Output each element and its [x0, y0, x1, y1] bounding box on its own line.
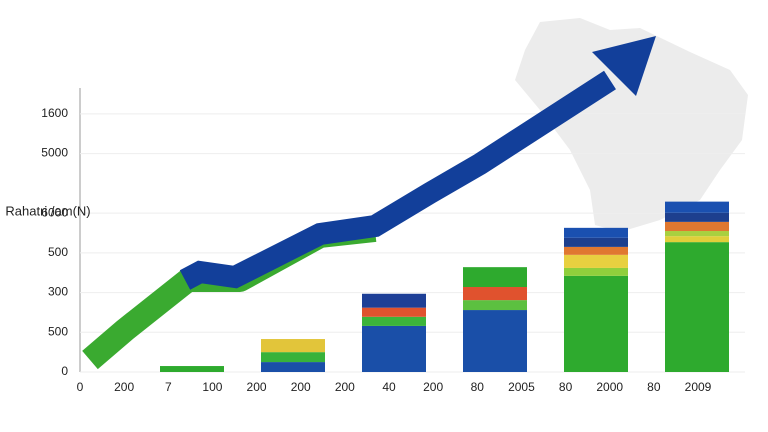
x-tick-label: 2005 — [508, 380, 535, 394]
bar-segment — [665, 221, 729, 232]
bar-segment — [463, 287, 527, 301]
trend-arrow-green — [82, 218, 377, 370]
y-tick-label: 0 — [61, 364, 68, 378]
bar-segment — [564, 237, 628, 247]
bar-segment — [362, 307, 426, 317]
bar-segment — [362, 316, 426, 326]
y-tick-label: 1600 — [41, 106, 68, 120]
bar-segment — [362, 325, 426, 372]
bar-segment — [665, 201, 729, 213]
bar-segment — [463, 267, 527, 288]
bar-segment — [665, 242, 729, 372]
y-tick-label: 5000 — [41, 146, 68, 160]
x-tick-label: 200 — [291, 380, 311, 394]
bar-segment — [564, 267, 628, 276]
x-tick-label: 100 — [202, 380, 222, 394]
bar-segment — [160, 366, 224, 372]
x-tick-label: 7 — [165, 380, 172, 394]
x-tick-label: 80 — [471, 380, 485, 394]
bar-segment — [362, 293, 426, 308]
trend-arrowhead — [592, 36, 656, 96]
bar-segment — [665, 236, 729, 243]
x-tick-label: 2009 — [685, 380, 712, 394]
trend-arrow-blue — [179, 70, 616, 290]
x-tick-label: 40 — [382, 380, 396, 394]
x-tick-label: 2000 — [596, 380, 623, 394]
bar-segment — [564, 254, 628, 268]
y-tick-label: 500 — [48, 245, 68, 259]
marks — [80, 113, 745, 373]
bar-segment — [463, 300, 527, 311]
bar-segment — [564, 227, 628, 238]
bar-segment — [261, 362, 325, 372]
x-tick-label: 200 — [114, 380, 134, 394]
bar-segment — [261, 352, 325, 363]
x-tick-label: 200 — [335, 380, 355, 394]
x-tick-label: 80 — [559, 380, 573, 394]
bar-segment — [463, 310, 527, 372]
x-tick-label: 200 — [423, 380, 443, 394]
map-silhouette — [515, 18, 748, 232]
bar-segment — [665, 212, 729, 222]
bar-segment — [564, 246, 628, 255]
bar-segment — [564, 275, 628, 372]
y-tick-label: 6000 — [41, 205, 68, 219]
bar-segment — [665, 231, 729, 237]
x-tick-label: 0 — [77, 380, 84, 394]
x-tick-label: 200 — [247, 380, 267, 394]
x-tick-label: 80 — [647, 380, 661, 394]
y-tick-label: 500 — [48, 324, 68, 338]
bar-segment — [261, 339, 325, 353]
y-tick-label: 300 — [48, 285, 68, 299]
y-axis-label: Rahatri /am(N) — [5, 203, 90, 218]
